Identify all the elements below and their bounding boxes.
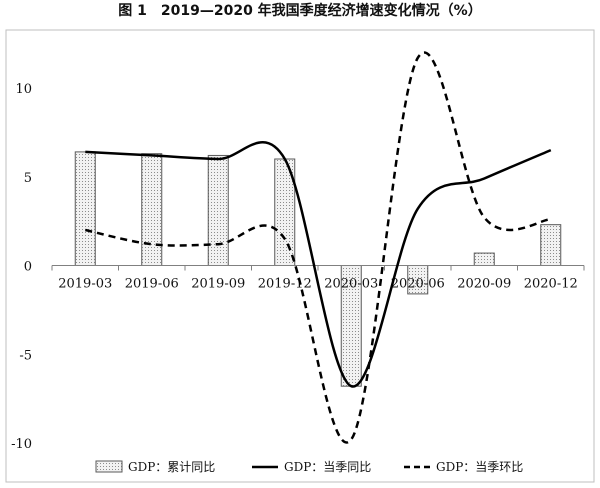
x-tick-label: 2019-09 xyxy=(191,277,245,292)
y-tick-label: 0 xyxy=(24,260,32,275)
line-quarterly-qoq xyxy=(85,51,551,444)
bar xyxy=(74,151,96,266)
chart-frame xyxy=(5,29,595,483)
x-tick-label: 2020-09 xyxy=(457,277,511,292)
y-tick-label: -5 xyxy=(19,348,32,363)
bar xyxy=(141,153,163,266)
x-tick-label: 2020-06 xyxy=(391,277,445,292)
line-series xyxy=(85,51,552,444)
legend: GDP：累计同比 GDP：当季同比 GDP：当季环比 xyxy=(95,460,523,474)
x-tick-label: 2019-12 xyxy=(258,277,312,292)
y-tick-labels: -10 -5 0 5 10 xyxy=(11,82,32,452)
x-tick-label: 2019-03 xyxy=(58,277,112,292)
y-tick-label: -10 xyxy=(11,437,32,452)
x-tick-label: 2020-03 xyxy=(324,277,378,292)
bar xyxy=(473,252,495,266)
chart-title: 图 1 2019—2020 年我国季度经济增速变化情况（%） xyxy=(118,3,482,19)
legend-label: GDP：当季环比 xyxy=(436,460,523,474)
y-tick-label: 5 xyxy=(24,171,32,186)
bar xyxy=(207,154,229,266)
x-tick-label: 2020-12 xyxy=(524,277,578,292)
y-tick-label: 10 xyxy=(15,82,32,97)
legend-label: GDP：当季同比 xyxy=(284,460,371,474)
x-tick-labels: 2019-03 2019-06 2019-09 2019-12 2020-03 2020-… xyxy=(58,277,578,292)
x-tick-label: 2019-06 xyxy=(125,277,179,292)
legend-label: GDP：累计同比 xyxy=(128,460,215,474)
line-quarterly-yoy xyxy=(85,141,552,388)
x-tick-marks xyxy=(51,265,585,271)
bar xyxy=(540,224,562,267)
legend-swatch-bar xyxy=(95,460,123,473)
bar-series-cumulative-yoy xyxy=(74,151,562,387)
